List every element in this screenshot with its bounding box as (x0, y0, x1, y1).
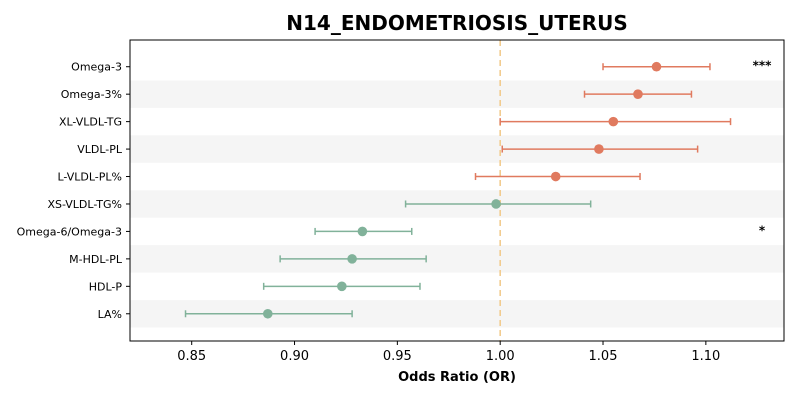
row-label: HDL-P (89, 280, 123, 293)
x-tick-label: 1.05 (589, 349, 618, 364)
x-tick-label: 0.90 (280, 349, 309, 364)
row-label: M-HDL-PL (69, 253, 123, 266)
row-label: L-VLDL-PL% (57, 171, 122, 184)
or-point (651, 61, 662, 72)
y-axis-labels: Omega-3 Omega-3% XL-VLDL-TG VLDL-PL L-VLDL-P… (17, 61, 130, 321)
x-tick-label: 1.00 (486, 349, 515, 364)
row-label: Omega-6/Omega-3 (17, 225, 122, 238)
data-marks: **** (184, 59, 773, 319)
significance-marker: * (759, 223, 766, 237)
or-point (357, 226, 368, 237)
significance-marker: *** (753, 59, 773, 73)
or-point (608, 116, 619, 127)
or-point (491, 199, 501, 209)
chart-title: N14_ENDOMETRIOSIS_UTERUS (286, 11, 627, 35)
or-point (633, 89, 643, 99)
or-point (550, 171, 561, 182)
or-point (594, 144, 604, 154)
x-tick-label: 1.10 (691, 349, 720, 364)
x-axis: 0.85 0.90 0.95 1.00 1.05 1.10 (177, 341, 720, 364)
plot-frame (129, 39, 785, 342)
x-axis-label: Odds Ratio (OR) (398, 370, 516, 385)
x-tick-label: 0.85 (177, 349, 206, 364)
row-band (130, 245, 784, 273)
or-point (262, 308, 273, 319)
row-label: Omega-3% (61, 88, 122, 101)
x-tick-label: 0.95 (383, 349, 412, 364)
row-label: Omega-3 (71, 61, 122, 74)
row-label: VLDL-PL (77, 143, 123, 156)
row-label: XL-VLDL-TG (59, 116, 122, 129)
or-point (337, 281, 347, 292)
row-label: LA% (98, 308, 122, 321)
or-point (347, 254, 357, 264)
row-label: XS-VLDL-TG% (47, 198, 122, 211)
